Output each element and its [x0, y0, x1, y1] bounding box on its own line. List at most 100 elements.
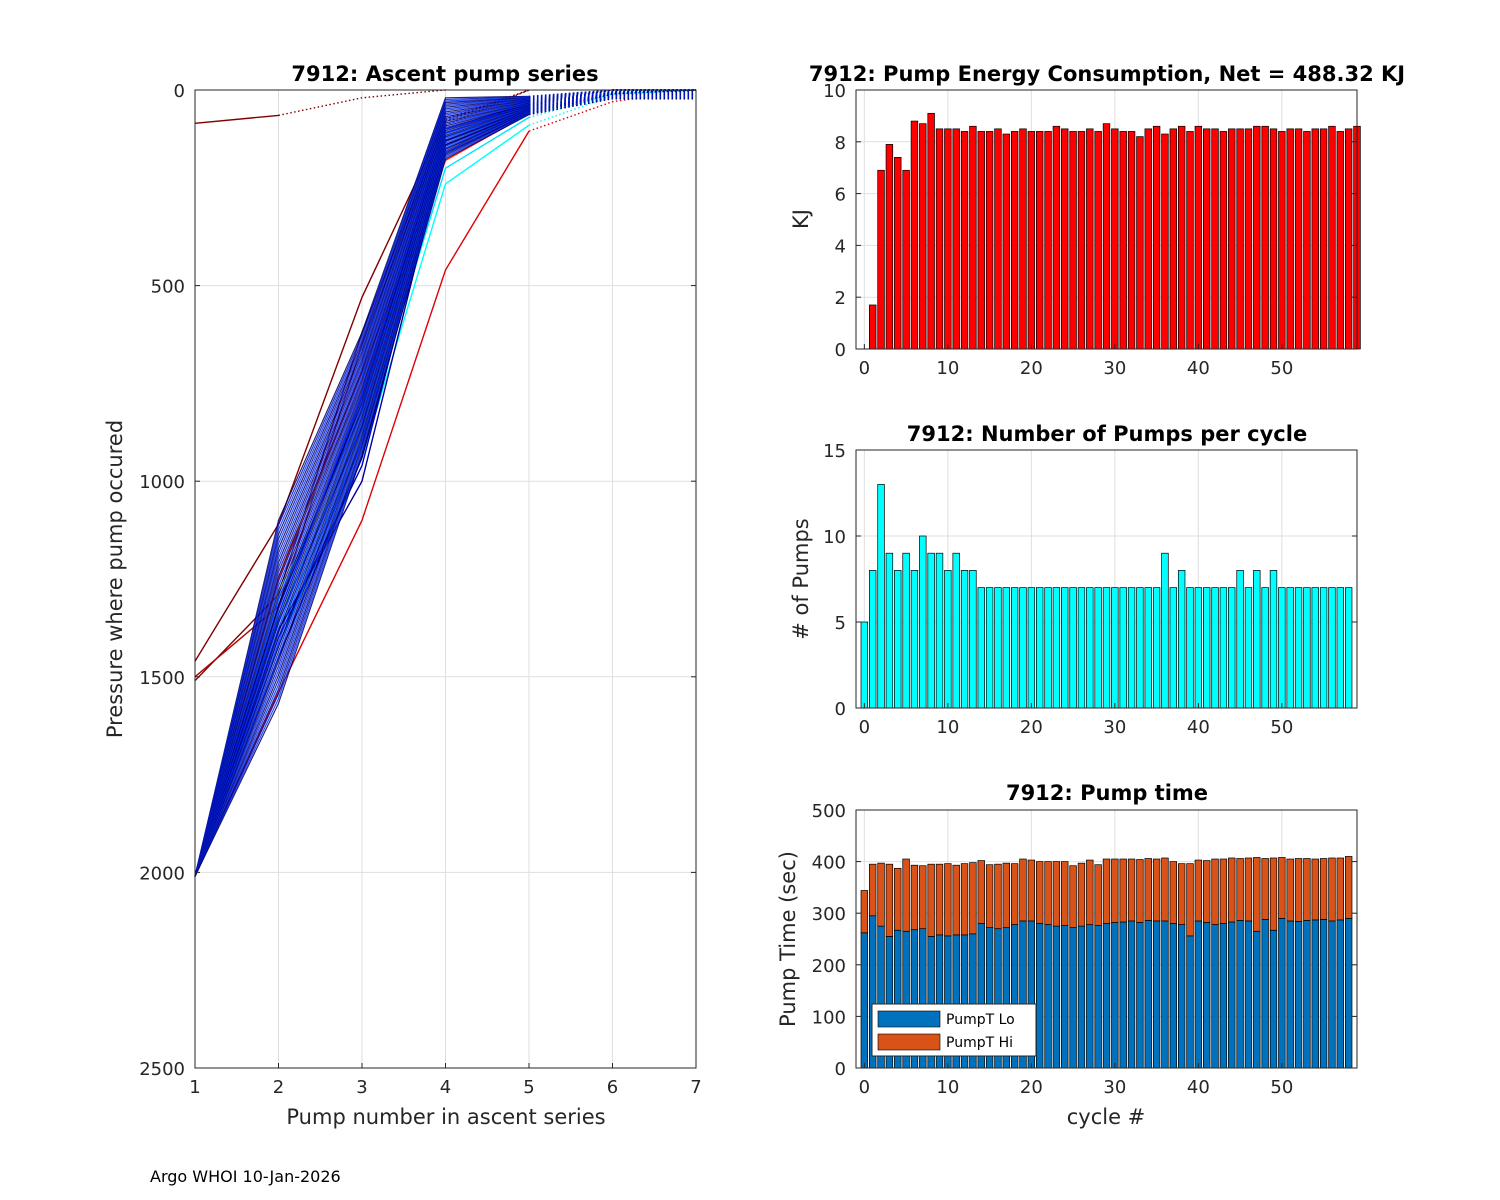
pumps-x-tick-label: 0: [859, 717, 870, 738]
energy-bar: [1286, 128, 1294, 350]
pumptime-bar-lo: [1152, 920, 1161, 1069]
pumptime-bar-hi: [1261, 858, 1269, 920]
ascent-cluster-line: [194, 111, 530, 877]
pumps-y-tick-label: 0: [835, 699, 846, 720]
pumptime-bar-hi: [894, 867, 902, 931]
pumps-bar: [1052, 587, 1061, 709]
pumptime-bar-hi: [1111, 858, 1119, 923]
energy-bar: [977, 131, 985, 350]
pumps-bar: [1036, 587, 1044, 709]
energy-bar: [1294, 128, 1303, 350]
pumptime-bar-hi: [1344, 856, 1353, 919]
energy-bar: [1228, 128, 1236, 350]
pumptime-bar-lo: [1294, 921, 1303, 1069]
pumptime-bar-hi: [1253, 857, 1261, 932]
pumps-bar: [1328, 587, 1336, 709]
pumptime-bar-hi: [994, 863, 1002, 930]
energy-x-tick-label: 0: [859, 358, 870, 379]
pumps-bar: [927, 552, 935, 709]
pump-time-chart: 7912: Pump time 0 10 20 30 40 500100200300400…: [776, 781, 1358, 1129]
pumps-bar: [1027, 587, 1036, 709]
pumptime-bar-lo: [1136, 922, 1144, 1069]
pumps-bar: [1019, 587, 1027, 709]
ascent-cluster-line: [194, 105, 530, 877]
energy-bar: [1161, 133, 1169, 350]
pumptime-bar-hi: [1027, 859, 1036, 922]
pumptime-bar-lo: [1177, 924, 1186, 1069]
legend-swatch-hi: [877, 1033, 941, 1051]
pumptime-bar-hi: [860, 890, 869, 934]
pumps-bar: [1094, 587, 1102, 709]
ascent-pump-series-chart: 7912: Ascent pump series 1 2 3 4 5 6 7 0 500 1000…: [103, 62, 702, 1129]
ascent-cluster-line: [194, 110, 530, 877]
pumps-bar: [1002, 587, 1010, 709]
pumps-bar: [1010, 587, 1019, 709]
pumptime-bar-hi: [1278, 857, 1286, 919]
energy-x-tick-label: 50: [1270, 358, 1293, 379]
energy-bar: [1211, 128, 1219, 350]
pumptime-bar-lo: [1236, 920, 1244, 1069]
pumps-bar: [1144, 587, 1152, 709]
pumps-bar: [1219, 587, 1228, 709]
pumptime-bar-hi: [1186, 863, 1194, 937]
pumptime-bar-hi: [910, 864, 919, 931]
ascent-series-line-0: [194, 114, 279, 124]
ascent-cluster-line: [194, 110, 530, 877]
pumptime-bar-hi: [935, 863, 944, 936]
energy-bar: [1027, 131, 1036, 350]
pumps-bar: [1253, 570, 1261, 709]
pumptime-bar-hi: [919, 865, 927, 930]
ascent-x-tick-label: 5: [523, 1077, 534, 1098]
pumps-bar: [952, 552, 960, 709]
ascent-cluster-line: [194, 98, 530, 877]
energy-bar: [1036, 131, 1044, 350]
energy-bar: [944, 128, 952, 350]
pumps-ticks: 0 10 20 30 40 50 0 5 10 15: [823, 441, 1357, 738]
legend-swatch-lo: [877, 1010, 941, 1028]
ascent-cluster-line: [194, 104, 530, 877]
ascent-cluster-line: [194, 101, 530, 877]
ascent-x-tick-label: 6: [607, 1077, 618, 1098]
pumps-bar: [1311, 587, 1319, 709]
pumptime-bar-hi: [1203, 860, 1211, 923]
pumptime-bar-hi: [1177, 863, 1186, 925]
ascent-cluster-line: [194, 103, 530, 877]
pumptime-bar-hi: [1077, 862, 1086, 927]
pumptime-x-tick-label: 30: [1103, 1077, 1126, 1098]
pumptime-bar-lo: [1094, 925, 1102, 1069]
pumptime-bar-hi: [1328, 857, 1336, 922]
pumps-bar: [977, 587, 985, 709]
energy-bar: [969, 125, 977, 350]
energy-bar: [1203, 128, 1211, 350]
legend-label-hi: PumpT Hi: [946, 1035, 1013, 1051]
pumps-bar: [1269, 570, 1278, 709]
pumptime-bar-hi: [1002, 862, 1010, 929]
energy-y-tick-label: 0: [835, 340, 846, 361]
pumptime-bar-hi: [869, 863, 877, 917]
energy-bar: [1194, 125, 1203, 350]
energy-bar: [1069, 131, 1077, 350]
energy-y-tick-label: 4: [835, 236, 846, 257]
energy-bar: [1019, 128, 1027, 350]
energy-x-tick-label: 40: [1187, 358, 1210, 379]
pumptime-y-axis-label: Pump Time (sec): [776, 851, 800, 1027]
pumptime-bar-hi: [1219, 858, 1228, 924]
ascent-cluster-line: [194, 112, 530, 877]
pumps-bar: [1169, 587, 1177, 709]
energy-bar: [1219, 131, 1228, 350]
ascent-cluster-line: [194, 106, 530, 877]
pumptime-bar-hi: [1236, 858, 1244, 921]
footer-credit: Argo WHOI 10-Jan-2026: [150, 1167, 341, 1186]
pumptime-bar-lo: [1044, 924, 1052, 1069]
pumps-bar: [944, 570, 952, 709]
pumptime-bar-hi: [1211, 858, 1219, 925]
pumps-bar: [1344, 587, 1353, 709]
ascent-cluster-line: [194, 107, 530, 877]
pumptime-bar-lo: [1069, 927, 1077, 1069]
pumps-bar: [985, 587, 994, 709]
pumptime-bar-lo: [1311, 919, 1319, 1069]
energy-bar: [877, 169, 885, 350]
energy-x-tick-label: 10: [936, 358, 959, 379]
legend-label-lo: PumpT Lo: [946, 1012, 1015, 1028]
